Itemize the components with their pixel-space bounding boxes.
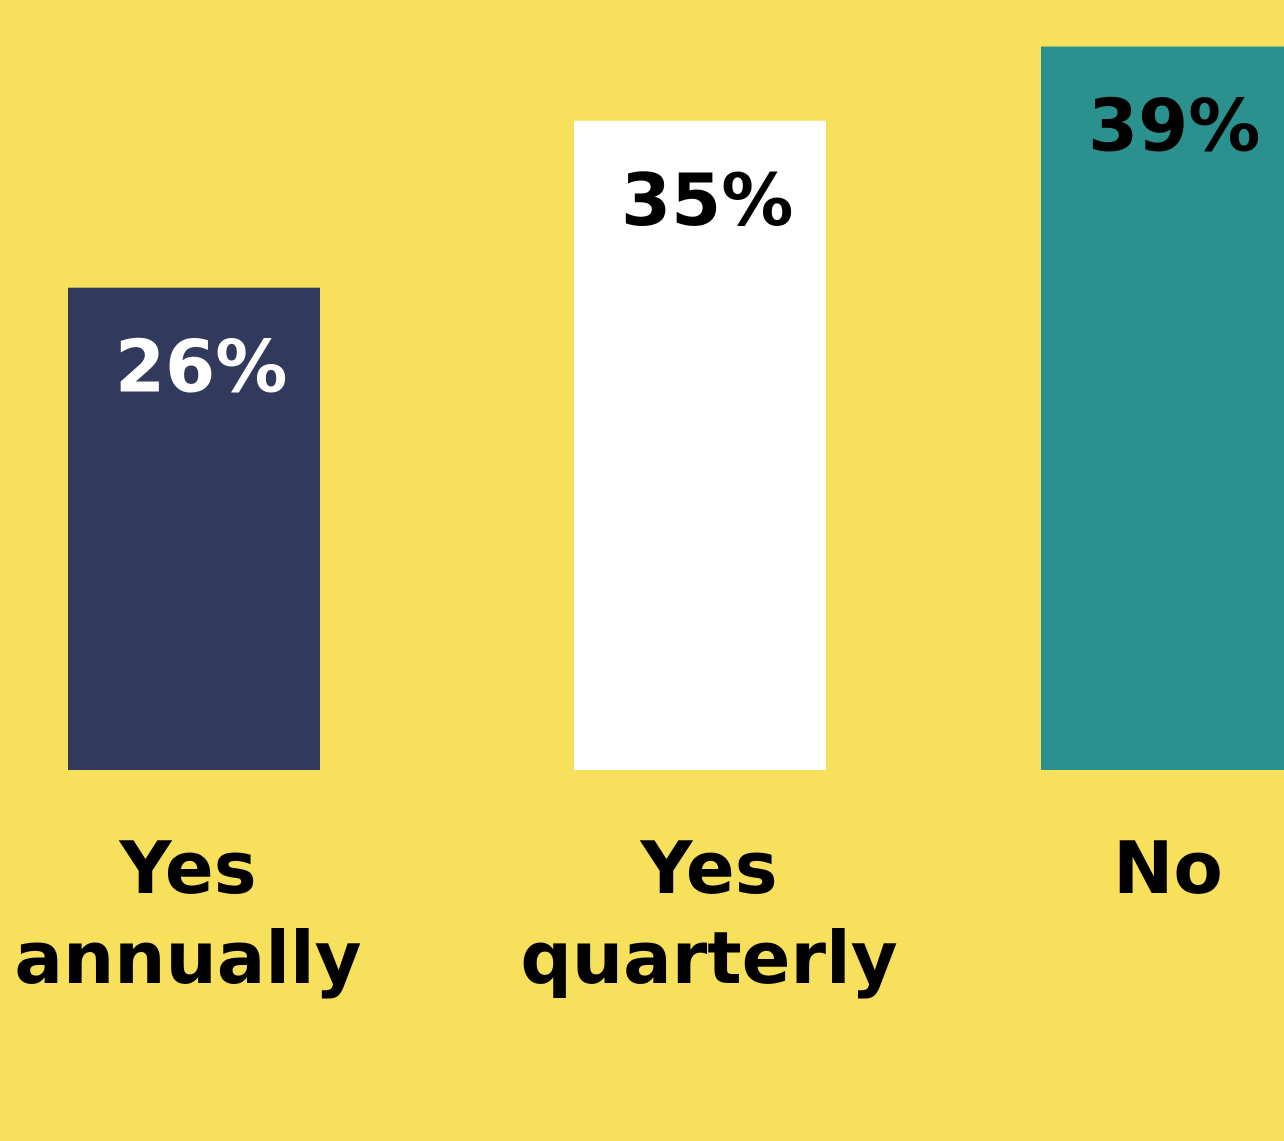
bars-layer xyxy=(68,46,1284,771)
category-label-2-line-0: No xyxy=(1113,826,1223,910)
bar-1 xyxy=(574,120,826,770)
category-label-1-line-1: quarterly xyxy=(520,916,897,1000)
bar-value-label-1: 35% xyxy=(621,158,793,242)
bar-value-label-0: 26% xyxy=(115,325,287,409)
value-labels-layer: 26% 35% 39% xyxy=(115,84,1260,409)
bar-0 xyxy=(68,287,320,770)
category-label-1-line-0: Yes xyxy=(639,826,777,910)
category-label-0-line-1: annually xyxy=(14,916,361,1000)
bar-value-label-2: 39% xyxy=(1088,84,1260,168)
bar-2 xyxy=(1041,46,1284,771)
category-label-0-line-0: Yes xyxy=(118,826,256,910)
